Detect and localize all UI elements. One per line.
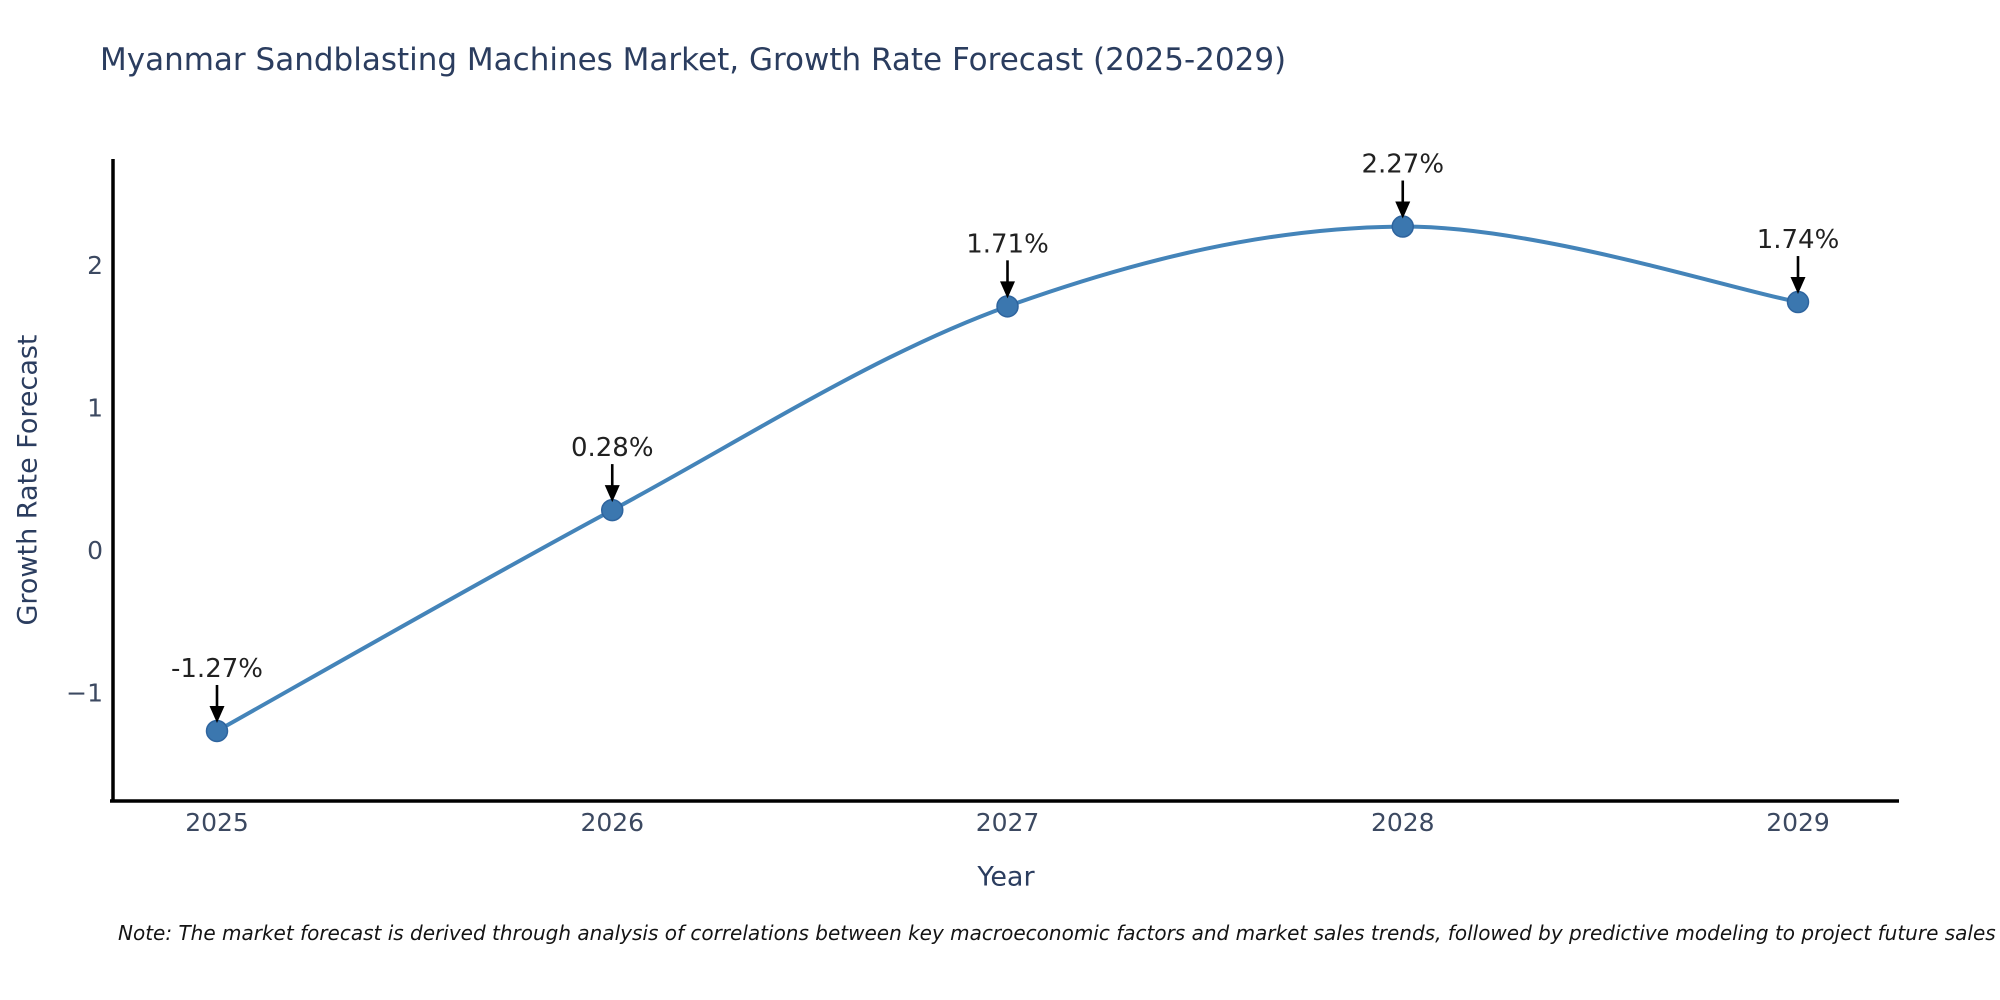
x-axis-title: Year — [977, 861, 1035, 893]
x-tick-label: 2029 — [1766, 808, 1830, 837]
annotation-label: 2.27% — [1361, 150, 1444, 180]
y-tick-label: 2 — [87, 251, 103, 280]
data-point-marker — [601, 498, 624, 522]
x-tick-label: 2027 — [976, 808, 1040, 837]
annotation-arrowhead — [1790, 277, 1806, 295]
y-tick-label: −1 — [66, 679, 103, 708]
annotation-arrowhead — [604, 485, 620, 503]
annotation-label: 0.28% — [571, 433, 654, 463]
annotation-arrowhead — [209, 705, 225, 723]
footnote: Note: The market forecast is derived thr… — [118, 921, 1996, 945]
annotation-label: -1.27% — [171, 654, 263, 684]
annotation-label: 1.74% — [1757, 225, 1840, 255]
y-tick-label: 1 — [87, 394, 103, 423]
annotation-arrowhead — [1000, 281, 1015, 299]
y-tick-label: 0 — [87, 536, 103, 565]
annotation-label: 1.71% — [966, 229, 1049, 259]
data-point-marker — [996, 295, 1019, 318]
x-tick-label: 2025 — [185, 808, 249, 837]
annotation-arrowhead — [1395, 201, 1411, 219]
chart-title: Myanmar Sandblasting Machines Market, Gr… — [100, 42, 1287, 78]
data-point-marker — [205, 719, 229, 743]
data-point-marker — [1786, 290, 1810, 314]
x-tick-label: 2028 — [1371, 808, 1435, 837]
x-tick-label: 2026 — [580, 808, 644, 837]
data-point-marker — [1391, 215, 1414, 238]
